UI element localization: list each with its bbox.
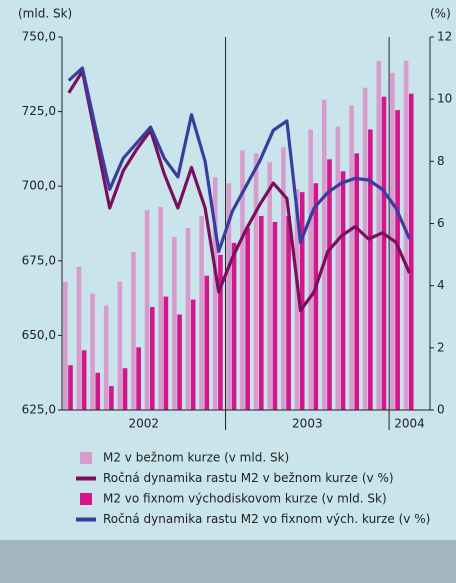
bar — [68, 365, 73, 410]
line — [67, 66, 412, 254]
bar — [185, 227, 191, 410]
legend-label: M2 vo fixnom východiskovom kurze (v mld.… — [103, 492, 387, 506]
bar — [212, 177, 218, 410]
bar — [172, 236, 177, 410]
bar — [354, 153, 360, 410]
bar — [368, 129, 373, 410]
x-group-label: 2002 — [129, 417, 160, 431]
bar — [63, 281, 68, 410]
bar — [204, 275, 210, 410]
x-group-label: 2004 — [394, 417, 425, 431]
bar — [218, 254, 223, 410]
bar — [281, 147, 286, 410]
bar — [190, 299, 196, 410]
bar — [240, 150, 245, 410]
x-group-label: 2003 — [292, 417, 323, 431]
bar — [259, 216, 264, 410]
bar — [349, 105, 354, 410]
legend-swatch — [76, 476, 96, 481]
y-tick-label: 750,0 — [22, 30, 56, 44]
y2-tick-label: 10 — [437, 92, 452, 106]
bar — [163, 296, 169, 410]
bar — [76, 266, 82, 410]
bar — [144, 210, 150, 410]
bar — [226, 183, 232, 410]
bar — [109, 386, 114, 410]
bar — [327, 159, 332, 410]
y-tick-label: 700,0 — [22, 179, 56, 193]
legend-label: Ročná dynamika rastu M2 vo fixnom vých. … — [103, 512, 430, 526]
legend-label: M2 v bežnom kurze (v mld. Sk) — [103, 451, 289, 465]
bar — [408, 93, 414, 411]
y-tick-label: 675,0 — [22, 253, 56, 267]
bar — [199, 216, 204, 410]
legend-swatch — [76, 517, 96, 522]
y2-tick-label: 2 — [437, 340, 445, 354]
bar — [136, 347, 141, 410]
bar — [158, 207, 164, 410]
bar — [294, 189, 300, 410]
legend-label: Ročná dynamika rastu M2 v bežnom kurze (… — [103, 471, 394, 485]
bar — [177, 314, 182, 410]
y2-tick-label: 4 — [437, 278, 445, 292]
bar — [95, 372, 101, 410]
y-unit-label: (mld. Sk) — [18, 7, 72, 21]
bar — [395, 110, 400, 410]
bar — [253, 153, 259, 410]
bar — [286, 216, 291, 410]
bar — [122, 368, 128, 410]
bar — [313, 183, 319, 410]
y2-tick-label: 0 — [437, 403, 445, 417]
bar — [90, 293, 95, 410]
bar — [362, 87, 368, 410]
legend-swatch — [80, 493, 92, 505]
bar — [335, 126, 341, 411]
bar — [245, 227, 250, 410]
y2-unit-label: (%) — [430, 7, 451, 21]
y2-tick-label: 12 — [437, 30, 452, 44]
bar — [81, 350, 87, 410]
y2-tick-label: 6 — [437, 216, 445, 230]
y2-tick-label: 8 — [437, 154, 445, 168]
bar — [299, 192, 305, 410]
bar — [340, 171, 346, 410]
bar — [103, 305, 109, 410]
line — [67, 69, 412, 313]
bar — [381, 96, 387, 411]
footer-band — [0, 540, 456, 583]
bar — [308, 129, 313, 410]
y-tick-label: 625,0 — [22, 403, 56, 417]
bar — [131, 251, 136, 410]
bar — [403, 60, 409, 410]
bar — [117, 281, 123, 410]
legend-swatch — [80, 452, 92, 464]
bar — [149, 307, 155, 410]
bar — [272, 222, 278, 410]
bar — [321, 99, 327, 410]
y-tick-label: 650,0 — [22, 328, 56, 342]
bar — [231, 242, 237, 410]
bar — [267, 162, 273, 410]
y-tick-label: 725,0 — [22, 104, 56, 118]
